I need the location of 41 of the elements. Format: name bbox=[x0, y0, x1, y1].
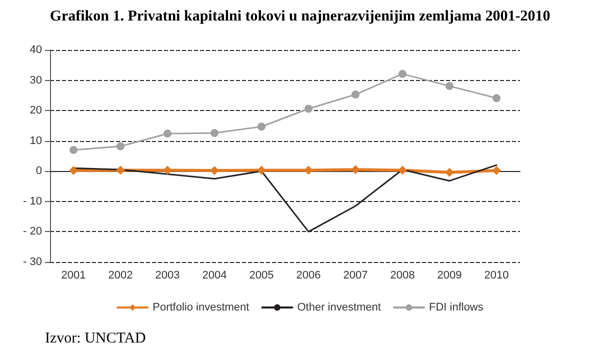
chart-title: Grafikon 1. Privatni kapitalni tokovi u najnerazvijenijim zemljama 2001-2010 bbox=[50, 8, 550, 24]
point bbox=[492, 166, 501, 176]
text: Izvor: UNCTAD bbox=[45, 330, 146, 346]
x-tick-label: 2006 bbox=[296, 270, 321, 282]
point bbox=[70, 146, 78, 154]
point bbox=[352, 90, 360, 99]
y-tick-label: - 20 bbox=[23, 226, 42, 238]
point bbox=[164, 130, 172, 138]
point bbox=[351, 165, 360, 174]
y-tick-label: 30 bbox=[30, 74, 42, 86]
x-tick-label: 2008 bbox=[390, 270, 415, 282]
x-tick-label: 2007 bbox=[343, 270, 368, 282]
y-tick-label: 40 bbox=[30, 44, 42, 56]
legend-label: FDI inflows bbox=[428, 302, 484, 314]
y-tick-label: 10 bbox=[30, 134, 42, 147]
point bbox=[492, 94, 500, 102]
point bbox=[304, 166, 313, 175]
point bbox=[304, 104, 312, 113]
x-tick-label: 2003 bbox=[155, 270, 180, 282]
point bbox=[398, 70, 406, 78]
x-tick-label: 2005 bbox=[249, 270, 274, 282]
point bbox=[257, 166, 266, 175]
legend-label: Portfolio investment bbox=[152, 302, 250, 314]
point bbox=[116, 142, 124, 150]
point bbox=[258, 122, 266, 131]
x-tick-label: 2010 bbox=[484, 270, 509, 282]
legend-label: Other investment bbox=[297, 302, 381, 314]
point bbox=[116, 166, 125, 175]
point bbox=[210, 128, 218, 137]
y-tick-label: 0 bbox=[36, 165, 42, 178]
point bbox=[445, 168, 454, 177]
point bbox=[163, 166, 172, 175]
y-tick-label: - 10 bbox=[23, 195, 42, 208]
y-tick-label: 20 bbox=[30, 104, 42, 117]
x-tick-label: 2002 bbox=[108, 270, 133, 282]
x-tick-label: 2004 bbox=[202, 270, 227, 282]
point bbox=[446, 82, 454, 90]
x-tick-label: 2001 bbox=[61, 270, 86, 282]
x-tick-label: 2009 bbox=[437, 270, 462, 282]
point bbox=[398, 166, 407, 175]
y-tick-label: - 30 bbox=[23, 256, 42, 268]
